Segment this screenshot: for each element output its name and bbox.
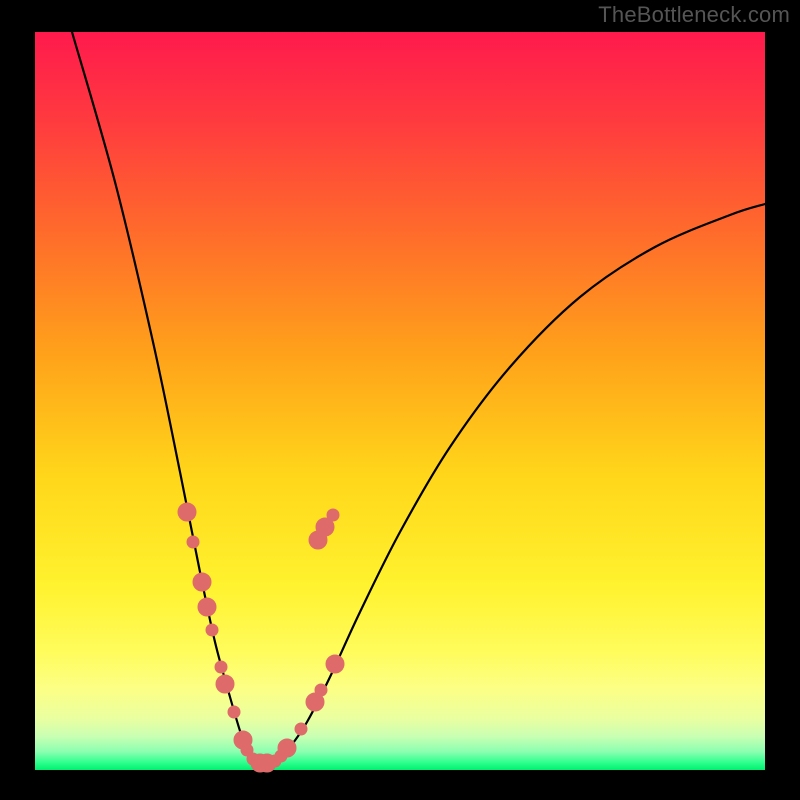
curve-marker: [327, 509, 339, 521]
curve-marker: [295, 723, 307, 735]
curve-marker: [193, 573, 211, 591]
curve-marker: [278, 739, 296, 757]
chart-root: TheBottleneck.com: [0, 0, 800, 800]
curve-marker: [315, 684, 327, 696]
bottleneck-chart-svg: [0, 0, 800, 800]
curve-marker: [326, 655, 344, 673]
curve-marker: [198, 598, 216, 616]
watermark-text: TheBottleneck.com: [598, 2, 790, 28]
curve-marker: [215, 661, 227, 673]
curve-marker: [187, 536, 199, 548]
curve-marker: [228, 706, 240, 718]
plot-background: [35, 32, 765, 770]
curve-marker: [206, 624, 218, 636]
curve-marker: [216, 675, 234, 693]
curve-marker: [178, 503, 196, 521]
